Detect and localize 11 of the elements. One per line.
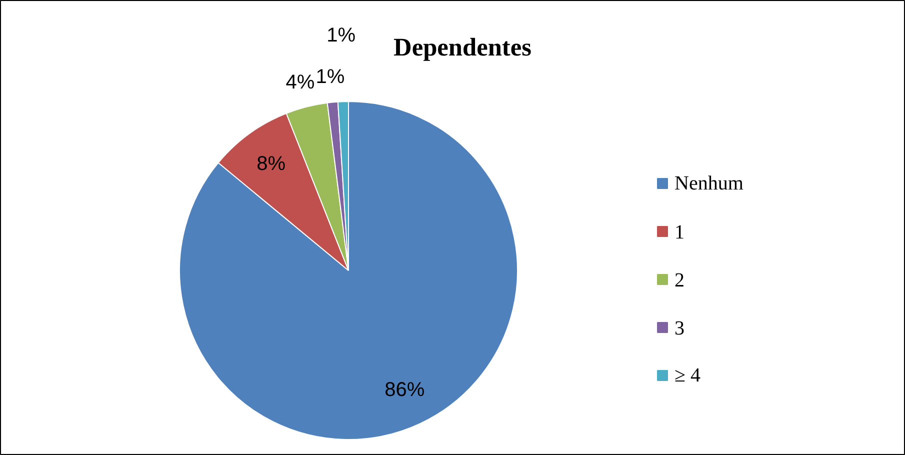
legend-label: 3 — [674, 318, 684, 340]
legend-label: ≥ 4 — [674, 364, 700, 386]
chart-title: Dependentes — [394, 34, 532, 62]
data-label: 8% — [256, 152, 286, 175]
data-label: 1% — [326, 24, 356, 47]
legend-label: Nenhum — [674, 172, 744, 194]
data-label: 4% — [286, 71, 315, 94]
legend-label: 2 — [674, 270, 684, 292]
legend-label: 1 — [674, 222, 684, 244]
data-label: 1% — [316, 66, 345, 88]
data-label: 86% — [384, 378, 425, 401]
